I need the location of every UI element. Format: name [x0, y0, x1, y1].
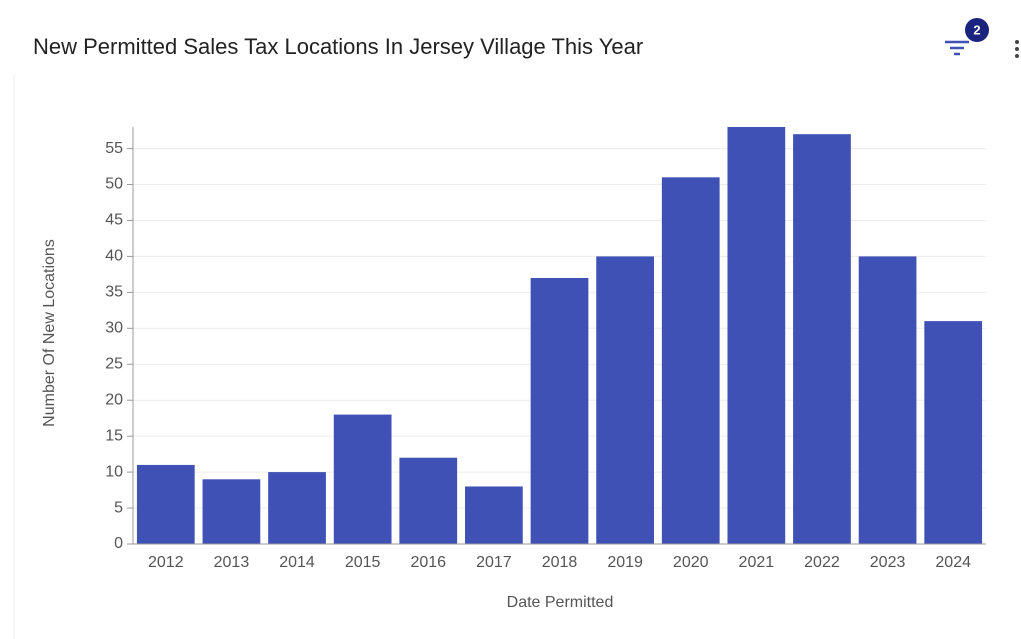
bar [924, 321, 983, 544]
x-tick-label: 2016 [410, 554, 446, 571]
filter-badge [965, 18, 989, 42]
bar [202, 479, 261, 544]
chart-title: New Permitted Sales Tax Locations In Jer… [33, 34, 643, 59]
filter-button[interactable]: 2 [945, 18, 989, 56]
y-tick-label: 20 [105, 391, 123, 408]
bar [530, 277, 589, 544]
x-tick-label: 2019 [607, 554, 643, 571]
x-tick-label: 2015 [345, 554, 381, 571]
y-tick-label: 5 [114, 499, 123, 516]
bar [333, 414, 392, 544]
x-tick-label: 2017 [476, 554, 512, 571]
bar [465, 486, 523, 544]
y-tick-label: 30 [105, 320, 123, 337]
bar [399, 457, 458, 544]
y-axis-label: Number Of New Locations [41, 239, 58, 427]
x-tick-label: 2014 [279, 554, 315, 571]
menu-dot [1015, 54, 1019, 58]
x-tick-label: 2020 [673, 554, 709, 571]
bar [136, 464, 195, 544]
x-axis-label: Date Permitted [507, 594, 614, 611]
menu-dot [1015, 40, 1019, 44]
y-tick-label: 0 [114, 535, 123, 552]
y-tick-label: 40 [105, 248, 123, 265]
bar [793, 134, 851, 545]
bar [661, 177, 720, 545]
x-tick-label: 2013 [214, 554, 250, 571]
bar [596, 256, 654, 544]
bar [858, 256, 917, 544]
y-tick-label: 50 [105, 176, 123, 193]
x-tick-label: 2022 [804, 554, 840, 571]
x-tick-label: 2024 [935, 554, 971, 571]
y-tick-label: 10 [105, 463, 123, 480]
menu-dot [1015, 47, 1019, 51]
bar [727, 127, 786, 544]
y-tick-label: 15 [105, 427, 123, 444]
filter-count: 2 [973, 22, 980, 37]
bar [268, 472, 326, 544]
x-tick-label: 2021 [739, 554, 775, 571]
x-tick-label: 2012 [148, 554, 184, 571]
y-tick-label: 35 [105, 284, 123, 301]
x-tick-label: 2018 [542, 554, 578, 571]
y-tick-label: 45 [105, 212, 123, 229]
y-tick-label: 55 [105, 140, 123, 157]
y-tick-label: 25 [105, 355, 123, 372]
x-tick-label: 2023 [870, 554, 906, 571]
menu-button[interactable] [1015, 40, 1019, 58]
